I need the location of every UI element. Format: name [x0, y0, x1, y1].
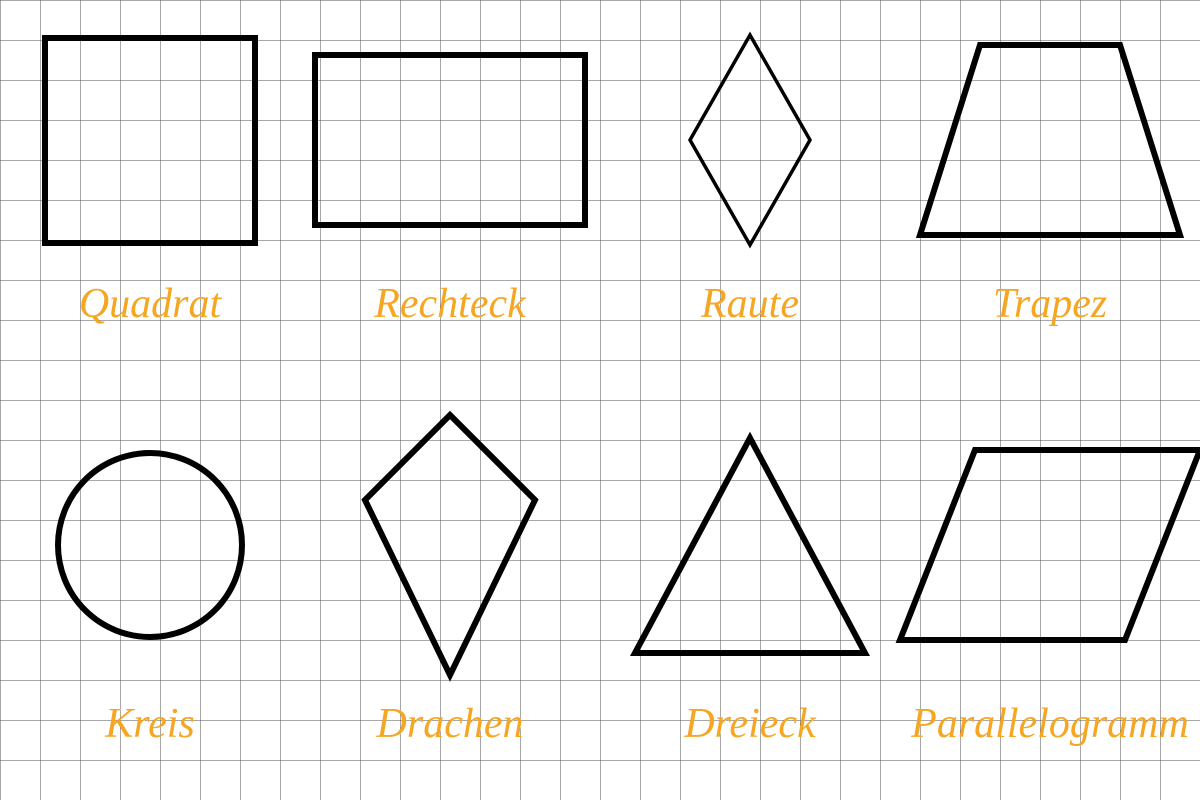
label-trapezoid: Trapez — [900, 280, 1200, 328]
shapes-row-1 — [0, 20, 1200, 260]
label-square: Quadrat — [0, 280, 300, 328]
label-circle: Kreis — [0, 700, 300, 748]
shape-rectangle — [300, 20, 600, 260]
label-rhombus: Raute — [600, 280, 900, 328]
shape-kite — [300, 415, 600, 675]
labels-row-1: Quadrat Rechteck Raute Trapez — [0, 280, 1200, 328]
shape-parallelogram — [900, 415, 1200, 675]
shapes-row-2 — [0, 415, 1200, 675]
shape-square — [0, 20, 300, 260]
labels-row-2: Kreis Drachen Dreieck Parallelogramm — [0, 700, 1200, 748]
shape-triangle — [600, 415, 900, 675]
label-parallelogram: Parallelogramm — [900, 700, 1200, 748]
shape-circle — [0, 415, 300, 675]
label-triangle: Dreieck — [600, 700, 900, 748]
shape-trapezoid — [900, 20, 1200, 260]
label-kite: Drachen — [300, 700, 600, 748]
label-rectangle: Rechteck — [300, 280, 600, 328]
shapes-diagram: Quadrat Rechteck Raute Trapez Kreis Drac… — [0, 0, 1200, 800]
shape-rhombus — [600, 20, 900, 260]
